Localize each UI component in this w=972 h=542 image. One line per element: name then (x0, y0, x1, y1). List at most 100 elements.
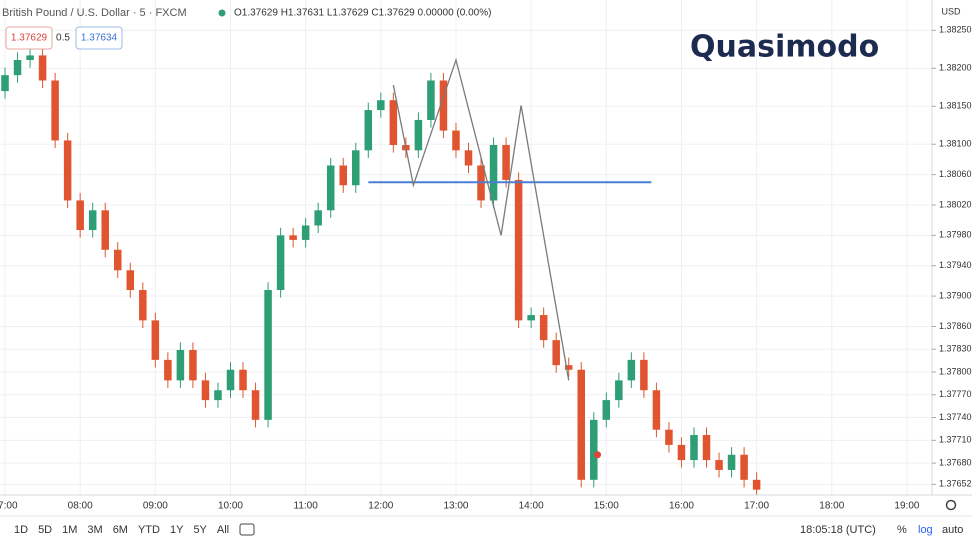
candle-body (640, 359, 648, 391)
candle-body (502, 145, 510, 180)
y-tick-label: 1.37800 (939, 366, 972, 376)
y-tick-label: 1.37680 (939, 457, 972, 467)
candle-body (113, 249, 122, 271)
candle-body (377, 100, 385, 111)
candle-body (539, 315, 548, 341)
candle-body (364, 110, 373, 151)
x-tick-label: 09:00 (143, 501, 168, 512)
status-dot (218, 9, 226, 17)
symbol-title: British Pound / U.S. Dollar · 5 · FXCM (2, 7, 187, 19)
range-button[interactable]: 3M (87, 524, 102, 536)
candle-body (1, 75, 9, 92)
range-button[interactable]: 1M (62, 524, 77, 536)
candle-body (690, 435, 698, 461)
candle-body (339, 165, 347, 186)
candle-body (677, 444, 686, 461)
range-button[interactable]: 5Y (193, 524, 207, 536)
candle-body (352, 150, 360, 186)
x-tick-label: 08:00 (68, 501, 93, 512)
y-tick-label: 1.37652 (939, 479, 972, 489)
candle-body (727, 454, 736, 470)
y-tick-label: 1.37830 (939, 344, 972, 354)
buy-price[interactable]: 1.37634 (81, 33, 118, 44)
y-tick-label: 1.37940 (939, 260, 972, 270)
x-tick-label: 11:00 (294, 501, 319, 512)
candle-body (38, 55, 47, 81)
buy-box[interactable] (75, 26, 123, 50)
range-button[interactable]: All (217, 524, 229, 536)
settings-icon[interactable] (945, 499, 957, 511)
range-button[interactable]: YTD (138, 524, 160, 536)
currency: USD (941, 6, 961, 16)
compare-icon[interactable] (239, 523, 255, 536)
y-tick-label: 1.38100 (939, 139, 972, 149)
x-tick-label: 18:00 (819, 501, 844, 512)
x-tick-label: 10:00 (218, 501, 243, 512)
candle-body (164, 359, 172, 381)
x-tick-label: 07:00 (0, 501, 18, 512)
y-tick-label: 1.37860 (939, 321, 972, 331)
range-button[interactable]: 5D (38, 524, 52, 536)
sell-box[interactable] (5, 26, 53, 50)
candle-body (752, 479, 761, 490)
candle-body (740, 454, 748, 480)
x-tick-label: 17:00 (744, 501, 769, 512)
candle-body (251, 390, 260, 420)
candle-body (527, 315, 535, 321)
watermark: Quasimodo (690, 30, 879, 65)
candle-body (489, 145, 498, 201)
candle-body (715, 460, 723, 470)
range-button[interactable]: 1Y (170, 524, 184, 536)
candle-body (176, 349, 185, 381)
candle-body (126, 270, 135, 291)
candle-body (514, 179, 523, 321)
candle-body (301, 225, 310, 240)
candle-body (26, 55, 34, 60)
plot (1, 47, 761, 495)
candle-body (239, 369, 247, 391)
candle-body (590, 419, 598, 480)
candle-body (615, 380, 623, 401)
candle-body (214, 390, 222, 401)
candle-body (276, 235, 285, 291)
candle-body (51, 80, 59, 141)
candle-body (289, 235, 297, 240)
ohlc-readout: O1.37629 H1.37631 L1.37629 C1.37629 0.00… (234, 8, 491, 19)
range-button[interactable]: 1D (14, 524, 28, 536)
y-tick-label: 1.38150 (939, 101, 972, 111)
x-tick-label: 14:00 (519, 501, 544, 512)
auto-toggle[interactable]: auto (942, 524, 963, 536)
candle-body (564, 365, 573, 370)
y-tick-label: 1.38250 (939, 25, 972, 35)
candle-body (414, 119, 423, 151)
candle-body (201, 380, 210, 401)
candle-body (652, 390, 661, 430)
x-tick-label: 19:00 (894, 501, 919, 512)
y-tick-label: 1.37900 (939, 290, 972, 300)
candle-body (665, 429, 673, 445)
range-button[interactable]: 6M (113, 524, 128, 536)
candle-body (326, 165, 335, 211)
x-tick-label: 12:00 (368, 501, 393, 512)
clock: 18:05:18 (UTC) (800, 524, 876, 536)
sell-price[interactable]: 1.37629 (11, 33, 48, 44)
log-toggle[interactable]: log (918, 524, 933, 536)
candle-body (389, 100, 398, 146)
y-tick-label: 1.37740 (939, 412, 972, 422)
y-tick-label: 1.37710 (939, 435, 972, 445)
candle-body (13, 59, 22, 76)
candle-body (189, 349, 197, 381)
candle-body (439, 80, 448, 131)
percent-toggle[interactable]: % (897, 524, 907, 536)
pattern-line (392, 57, 570, 381)
candle-body (602, 400, 611, 420)
candle-body (101, 210, 109, 250)
candle-body (627, 359, 636, 381)
candle-body (314, 210, 322, 226)
candle-body (577, 369, 586, 480)
candle-body (88, 210, 97, 231)
candle-body (63, 140, 72, 201)
candle-body (702, 435, 711, 461)
